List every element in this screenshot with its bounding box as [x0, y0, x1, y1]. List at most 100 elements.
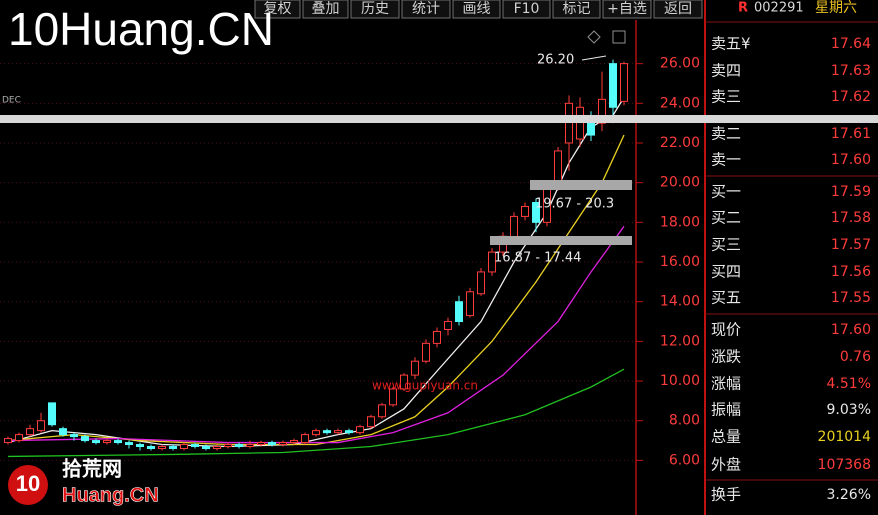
candle-body	[433, 330, 441, 344]
stat-label: 换手	[711, 486, 741, 504]
stat-value: 107368	[818, 457, 871, 473]
market-flag: R	[738, 1, 748, 16]
toolbar-label[interactable]: 历史	[361, 1, 389, 17]
candle-body	[334, 430, 342, 434]
stat-value: 17.60	[831, 322, 871, 338]
stat-label: 涨跌	[711, 348, 741, 366]
moving-average	[7, 368, 625, 458]
order-price: 17.55	[831, 290, 871, 306]
candle-body	[224, 444, 232, 448]
toolbar-label[interactable]: 复权	[264, 0, 292, 17]
close-icon[interactable]	[612, 30, 626, 44]
indicator-label: DEC	[2, 96, 21, 106]
toolbar-button[interactable]	[602, 0, 652, 19]
y-tick-label: 20.00	[660, 175, 700, 191]
logo-name: 拾荒网	[62, 457, 122, 481]
candle-body	[323, 430, 331, 434]
toolbar-label[interactable]: 返回	[664, 1, 692, 17]
y-tick-label: 12.00	[660, 333, 700, 349]
candle-body	[81, 436, 89, 442]
candle-body	[279, 442, 287, 446]
candle-body	[609, 63, 617, 108]
stat-label: 涨幅	[711, 375, 741, 393]
toolbar-button[interactable]	[254, 0, 301, 19]
stat-label: 外盘	[711, 456, 741, 474]
stat-value: 4.51%	[827, 376, 871, 392]
toolbar-label[interactable]: F10	[514, 1, 540, 17]
order-price: 17.57	[831, 237, 871, 253]
candle-body	[59, 428, 67, 436]
order-price: 17.61	[831, 126, 871, 142]
stat-value: 201014	[818, 429, 872, 445]
candle-body	[488, 251, 496, 273]
candle-body	[576, 106, 584, 140]
moving-average	[7, 97, 625, 448]
stat-value: 3.26%	[827, 487, 871, 503]
candle-body	[312, 430, 320, 436]
toolbar-button[interactable]	[653, 0, 703, 19]
toolbar-label[interactable]: 画线	[463, 1, 491, 17]
range-band	[490, 236, 632, 245]
candle-body	[26, 428, 34, 436]
annotation-pointer	[581, 55, 607, 61]
candle-body	[532, 202, 540, 223]
order-label: 买五	[711, 289, 741, 307]
toolbar-label[interactable]: 统计	[412, 1, 440, 17]
candle-body	[455, 301, 463, 323]
candle-body	[246, 444, 254, 448]
logo-number: 10	[16, 471, 40, 496]
candle-body	[521, 205, 529, 217]
candle-body	[136, 444, 144, 448]
annotation: 16.87 - 17.44	[494, 251, 581, 266]
toolbar-button[interactable]	[302, 0, 349, 19]
order-price: 17.59	[831, 184, 871, 200]
candle-body	[268, 442, 276, 446]
order-label: 卖一	[711, 151, 741, 169]
order-label: 买三	[711, 236, 741, 254]
candle-body	[477, 271, 485, 295]
toolbar: 复权 叠加 历史 统计 画线 F10 标记 +自选 返回	[254, 0, 703, 19]
y-tick-label: 8.00	[669, 413, 700, 429]
candle-body	[301, 434, 309, 444]
annotation: 19.67 - 20.3	[535, 197, 614, 212]
order-price: 17.63	[831, 63, 871, 79]
toolbar-label[interactable]: 叠加	[312, 1, 340, 17]
logo-circle	[8, 465, 48, 505]
toolbar-button[interactable]	[401, 0, 451, 19]
candle-body	[356, 426, 364, 434]
candle-body	[15, 434, 23, 442]
candle-body	[147, 446, 155, 450]
candle-body	[202, 446, 210, 450]
y-tick-label: 10.00	[660, 373, 700, 389]
candle-body	[235, 444, 243, 448]
toolbar-button[interactable]	[552, 0, 601, 19]
toolbar-label[interactable]: 标记	[563, 1, 591, 17]
toolbar-button[interactable]	[350, 0, 400, 19]
order-label: 卖二	[711, 125, 741, 143]
y-tick-label: 24.00	[660, 95, 700, 111]
candle-body	[158, 446, 166, 450]
candle-body	[367, 416, 375, 428]
candle-body	[345, 430, 353, 434]
order-price: 17.60	[831, 152, 871, 168]
y-tick-label: 18.00	[660, 214, 700, 230]
candle-body	[466, 291, 474, 317]
quote-panel: 卖五¥ 17.64 卖四 17.63 卖三 17.62 卖二 17.61 卖一 17.60 买一 17…	[711, 35, 871, 504]
toolbar-label[interactable]: +自选	[607, 1, 647, 17]
candle-body	[598, 98, 606, 124]
y-tick-label: 16.00	[660, 254, 700, 270]
range-band	[530, 180, 632, 190]
candle-body	[290, 440, 298, 444]
order-label: 卖四	[711, 62, 741, 80]
weekday: 星期六	[815, 0, 857, 16]
candle-body	[103, 440, 111, 444]
order-label: 买二	[711, 209, 741, 227]
order-label: 卖三	[711, 88, 741, 106]
candle-body	[620, 63, 628, 102]
candle-body	[510, 215, 518, 239]
toolbar-button[interactable]	[452, 0, 501, 19]
toolbar-button[interactable]	[502, 0, 551, 19]
toggle-icon[interactable]	[587, 30, 601, 44]
stat-label: 现价	[711, 321, 741, 339]
